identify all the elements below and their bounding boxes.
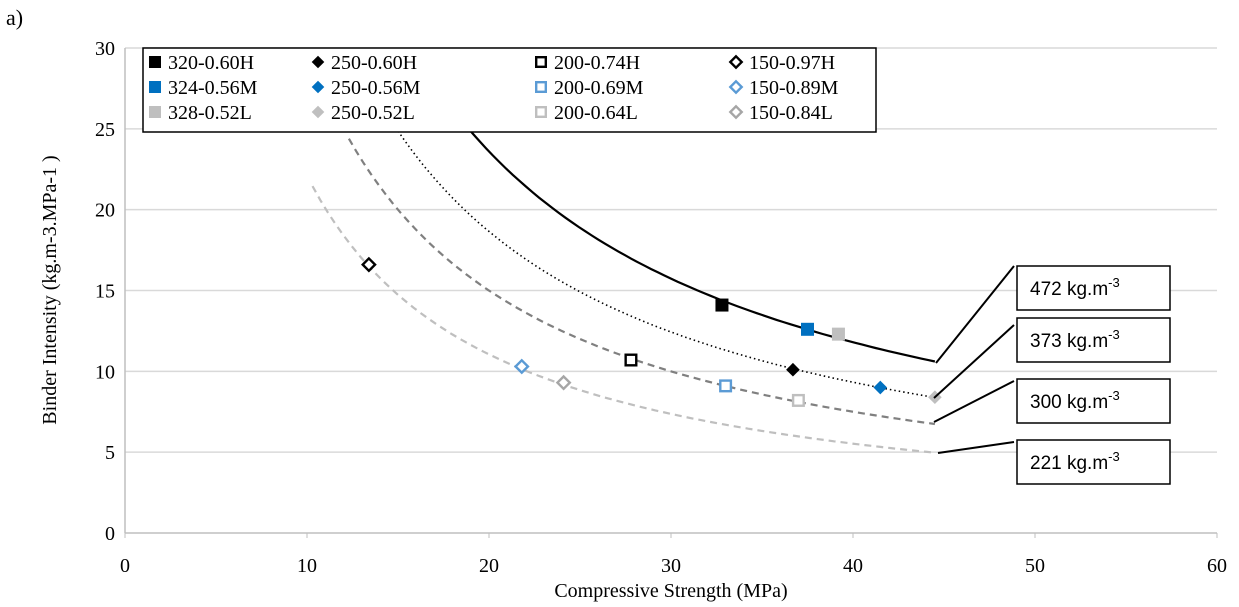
legend-label: 200-0.64L bbox=[554, 102, 638, 124]
y-tick-label: 10 bbox=[95, 361, 115, 383]
legend-marker-200-0.74H bbox=[535, 56, 548, 69]
iso-label-221: 221 kg.m-3 bbox=[1030, 449, 1120, 474]
leader-line-472 bbox=[935, 265, 1015, 364]
iso-label-472: 472 kg.m-3 bbox=[1030, 275, 1120, 300]
iso-label-box-300 bbox=[1016, 378, 1171, 424]
legend-label: 250-0.60H bbox=[331, 52, 417, 74]
x-tick-label: 60 bbox=[1207, 555, 1227, 577]
legend-marker-250-0.56M bbox=[311, 80, 325, 94]
marker-200-0.69M bbox=[719, 379, 733, 393]
marker-150-0.84L bbox=[555, 374, 572, 391]
legend-label: 328-0.52L bbox=[168, 102, 252, 124]
x-tick-label: 10 bbox=[297, 555, 317, 577]
iso-curve-300 bbox=[347, 138, 936, 426]
marker-250-0.56M bbox=[873, 380, 888, 395]
legend-label: 324-0.56M bbox=[168, 77, 258, 99]
iso-curve-472 bbox=[410, 48, 936, 363]
leader-line-221 bbox=[937, 441, 1015, 454]
x-axis-title: Compressive Strength (MPa) bbox=[554, 580, 787, 602]
y-tick-label: 5 bbox=[105, 442, 115, 464]
marker-328-0.52L bbox=[831, 327, 845, 341]
marker-200-0.64L bbox=[791, 393, 805, 407]
legend-label: 250-0.56M bbox=[331, 77, 421, 99]
iso-line-labels: 472 kg.m-3 373 kg.m-3 300 kg.m-3 221 kg.m-3 bbox=[933, 265, 1171, 485]
legend-label: 200-0.74H bbox=[554, 52, 640, 74]
legend-marker-150-0.97H bbox=[728, 54, 744, 70]
marker-150-0.89M bbox=[513, 358, 530, 375]
y-axis-title: Binder Intensity (kg.m-3.MPa-1 ) bbox=[39, 155, 61, 424]
y-tick-label: 15 bbox=[95, 281, 115, 303]
legend-label: 150-0.89M bbox=[749, 77, 839, 99]
iso-label-373: 373 kg.m-3 bbox=[1030, 327, 1120, 352]
y-tick-label: 20 bbox=[95, 200, 115, 222]
y-tick-label: 0 bbox=[105, 523, 115, 545]
leader-line-300 bbox=[933, 380, 1015, 423]
data-markers bbox=[361, 256, 942, 407]
iso-label-box-373 bbox=[1016, 317, 1171, 363]
legend-box bbox=[142, 47, 877, 133]
x-tick-label: 0 bbox=[120, 555, 130, 577]
iso-binder-curves bbox=[311, 48, 936, 454]
legend-marker-320-0.60H bbox=[149, 56, 161, 68]
legend-marker-324-0.56M bbox=[149, 81, 161, 93]
legend-marker-250-0.60H bbox=[311, 55, 325, 69]
x-tick-label: 30 bbox=[661, 555, 681, 577]
legend: 320-0.60H 250-0.60H 200-0.74H 150-0.97H 324-… bbox=[142, 47, 877, 133]
axes: 0 5 10 15 20 25 30 0 10 20 30 40 50 60 bbox=[95, 38, 1227, 577]
legend-marker-200-0.64L bbox=[535, 105, 548, 118]
legend-label: 150-0.97H bbox=[749, 52, 835, 74]
legend-label: 150-0.84L bbox=[749, 102, 833, 124]
legend-marker-250-0.52L bbox=[311, 105, 325, 119]
y-tick-label: 25 bbox=[95, 119, 115, 141]
legend-label: 250-0.52L bbox=[331, 102, 415, 124]
x-tick-label: 40 bbox=[843, 555, 863, 577]
marker-250-0.60H bbox=[786, 362, 800, 377]
iso-curve-373 bbox=[397, 130, 936, 399]
legend-marker-328-0.52L bbox=[149, 106, 161, 118]
marker-200-0.74H bbox=[624, 353, 638, 367]
marker-324-0.56M bbox=[801, 322, 814, 336]
legend-marker-150-0.84L bbox=[728, 104, 744, 120]
legend-label: 200-0.69M bbox=[554, 77, 644, 99]
x-tick-label: 20 bbox=[479, 555, 499, 577]
panel-label: a) bbox=[6, 5, 23, 30]
iso-curve-221 bbox=[311, 185, 936, 454]
iso-label-300: 300 kg.m-3 bbox=[1030, 388, 1120, 413]
legend-label: 320-0.60H bbox=[168, 52, 254, 74]
marker-150-0.97H bbox=[361, 256, 377, 273]
y-tick-label: 30 bbox=[95, 38, 115, 60]
marker-320-0.60H bbox=[715, 298, 729, 312]
x-tick-label: 50 bbox=[1025, 555, 1045, 577]
leader-line-373 bbox=[933, 324, 1015, 399]
iso-label-box-472 bbox=[1016, 265, 1171, 311]
legend-marker-200-0.69M bbox=[535, 80, 548, 93]
iso-label-box-221 bbox=[1016, 439, 1171, 485]
legend-marker-150-0.89M bbox=[728, 79, 744, 95]
